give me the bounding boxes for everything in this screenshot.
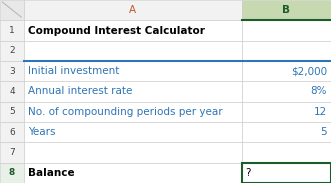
Bar [242, 163, 331, 183]
Text: 5: 5 [9, 107, 15, 116]
Bar [0, 163, 24, 183]
Bar [242, 61, 331, 81]
Bar [242, 102, 331, 122]
Bar [0, 81, 24, 102]
Bar [24, 41, 242, 61]
Text: 12: 12 [314, 107, 327, 117]
Bar [0, 41, 24, 61]
Text: 5: 5 [320, 127, 327, 137]
Text: 8%: 8% [310, 87, 327, 96]
Bar [24, 81, 242, 102]
Bar [242, 20, 331, 41]
Bar [0, 122, 24, 142]
Text: 2: 2 [9, 46, 15, 55]
Bar [242, 122, 331, 142]
Text: Annual interest rate: Annual interest rate [28, 87, 132, 96]
Text: 7: 7 [9, 148, 15, 157]
Bar [242, 0, 331, 20]
Bar [0, 61, 24, 81]
Bar [0, 0, 24, 20]
Text: B: B [282, 5, 290, 15]
Bar [24, 163, 242, 183]
Bar [0, 20, 24, 41]
Bar [24, 0, 242, 20]
Text: $2,000: $2,000 [291, 66, 327, 76]
Bar [24, 61, 242, 81]
Text: ?: ? [246, 168, 251, 178]
Text: 6: 6 [9, 128, 15, 137]
Text: Years: Years [28, 127, 55, 137]
Text: 3: 3 [9, 67, 15, 76]
Text: 8: 8 [9, 168, 15, 177]
Bar [24, 122, 242, 142]
Bar [242, 41, 331, 61]
Text: Compound Interest Calculator: Compound Interest Calculator [28, 25, 205, 36]
Bar [24, 102, 242, 122]
Text: 1: 1 [9, 26, 15, 35]
Bar [242, 81, 331, 102]
Bar [24, 142, 242, 163]
Text: Initial investment: Initial investment [28, 66, 119, 76]
Text: No. of compounding periods per year: No. of compounding periods per year [28, 107, 222, 117]
Bar [0, 142, 24, 163]
Bar [242, 142, 331, 163]
Bar [0, 102, 24, 122]
Text: Balance: Balance [28, 168, 74, 178]
Text: 4: 4 [9, 87, 15, 96]
Bar [24, 20, 242, 41]
Text: A: A [129, 5, 136, 15]
